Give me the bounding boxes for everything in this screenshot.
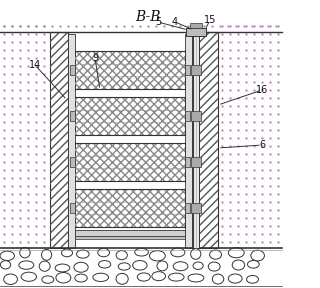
Ellipse shape — [133, 261, 147, 270]
Ellipse shape — [116, 251, 127, 260]
Ellipse shape — [152, 272, 165, 281]
Ellipse shape — [93, 273, 108, 281]
Text: 6: 6 — [259, 140, 265, 150]
Bar — [191, 203, 201, 213]
Bar — [185, 203, 190, 213]
Bar — [75, 51, 185, 89]
Bar — [185, 111, 190, 121]
Bar — [75, 230, 185, 236]
Ellipse shape — [0, 251, 14, 261]
Ellipse shape — [21, 272, 36, 281]
Ellipse shape — [193, 262, 203, 270]
Bar — [70, 111, 75, 121]
Ellipse shape — [251, 250, 264, 261]
Bar — [0, 248, 282, 288]
Ellipse shape — [116, 273, 128, 284]
Ellipse shape — [208, 262, 220, 271]
Bar — [193, 32, 199, 248]
Ellipse shape — [247, 260, 259, 268]
Ellipse shape — [169, 273, 184, 281]
Ellipse shape — [4, 274, 18, 285]
Bar — [185, 65, 190, 75]
Ellipse shape — [42, 249, 52, 260]
Bar — [185, 34, 192, 248]
Bar — [75, 97, 185, 135]
Ellipse shape — [157, 261, 168, 271]
Bar — [50, 32, 68, 248]
Text: 16: 16 — [256, 85, 268, 95]
Bar — [70, 65, 75, 75]
Ellipse shape — [74, 262, 88, 272]
Ellipse shape — [19, 261, 34, 269]
Bar — [191, 65, 201, 75]
Bar — [218, 22, 280, 248]
Bar — [192, 32, 218, 248]
Ellipse shape — [137, 273, 150, 281]
Ellipse shape — [42, 276, 54, 283]
Bar — [70, 157, 75, 167]
Bar — [75, 97, 185, 135]
Bar — [0, 22, 50, 248]
Ellipse shape — [61, 249, 73, 257]
Ellipse shape — [98, 248, 109, 257]
Ellipse shape — [228, 274, 242, 283]
Text: 15: 15 — [204, 15, 216, 25]
Ellipse shape — [135, 248, 148, 256]
Bar — [75, 143, 185, 181]
Bar — [75, 189, 185, 227]
Ellipse shape — [212, 274, 224, 284]
Ellipse shape — [55, 264, 70, 272]
Bar — [190, 23, 202, 28]
Ellipse shape — [247, 275, 259, 283]
Ellipse shape — [20, 247, 30, 258]
Ellipse shape — [191, 249, 201, 259]
Bar — [186, 28, 206, 36]
Bar — [68, 34, 75, 248]
Bar — [50, 32, 68, 248]
Bar — [191, 111, 201, 121]
Ellipse shape — [149, 251, 165, 261]
Bar — [75, 51, 185, 89]
Text: 9: 9 — [92, 53, 98, 63]
Ellipse shape — [173, 262, 188, 271]
Bar — [0, 22, 280, 34]
Ellipse shape — [39, 261, 50, 271]
Bar — [75, 189, 185, 227]
Text: B-B: B-B — [135, 10, 161, 24]
Bar — [185, 157, 190, 167]
Text: 4: 4 — [172, 17, 178, 27]
Text: 14: 14 — [29, 60, 41, 70]
Ellipse shape — [76, 250, 89, 258]
Ellipse shape — [228, 248, 244, 258]
Ellipse shape — [75, 274, 87, 282]
Ellipse shape — [232, 260, 245, 270]
Bar — [191, 157, 201, 167]
Bar — [75, 236, 185, 239]
Bar — [75, 143, 185, 181]
Ellipse shape — [118, 263, 130, 270]
Text: 5: 5 — [155, 17, 161, 27]
Bar — [192, 32, 218, 248]
Bar — [70, 203, 75, 213]
Ellipse shape — [171, 248, 185, 257]
Ellipse shape — [210, 250, 221, 259]
Ellipse shape — [188, 274, 204, 282]
Ellipse shape — [99, 261, 111, 268]
Ellipse shape — [0, 261, 11, 269]
Ellipse shape — [56, 272, 71, 283]
